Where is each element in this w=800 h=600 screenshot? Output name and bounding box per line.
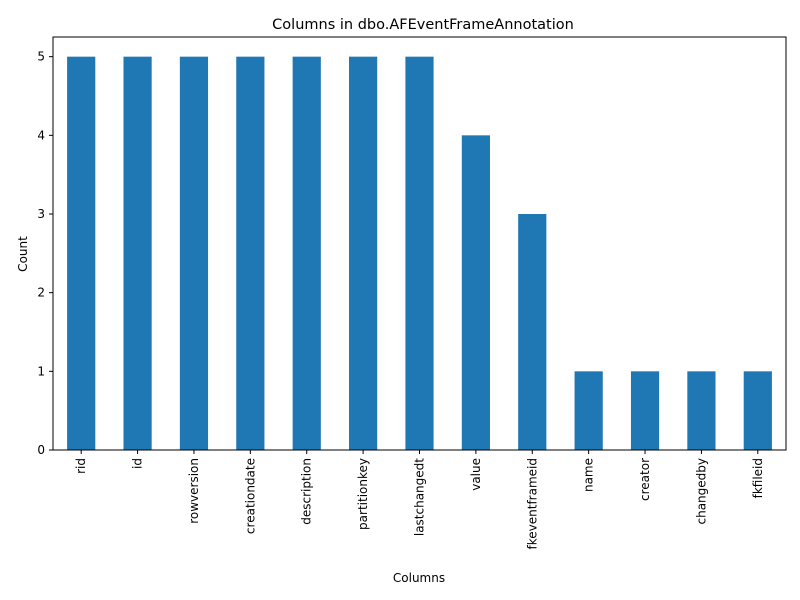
x-tick-label: fkeventframeid xyxy=(525,458,539,549)
bar-name xyxy=(574,371,603,450)
bar-rowversion xyxy=(179,56,209,451)
bar-changedby xyxy=(687,371,716,450)
bar-description xyxy=(292,56,321,451)
y-tick-label: 5 xyxy=(37,50,45,64)
x-tick-label: id xyxy=(131,458,145,469)
plot-frame xyxy=(52,36,787,451)
x-tick-label: rid xyxy=(74,458,88,474)
bar-rid xyxy=(67,56,96,451)
y-tick-label: 3 xyxy=(37,207,45,221)
y-axis-label: Count xyxy=(16,236,30,272)
bar-id xyxy=(123,56,152,451)
y-tick-label: 1 xyxy=(37,364,45,378)
bar-partitionkey xyxy=(349,56,378,451)
x-tick-label: rowversion xyxy=(187,458,201,524)
x-tick-label: value xyxy=(469,458,483,491)
bar-value xyxy=(461,135,490,451)
bar-creationdate xyxy=(236,56,265,451)
y-axis-ticks: 0 1 2 3 4 5 xyxy=(37,50,53,457)
x-tick-label: changedby xyxy=(694,458,708,525)
x-tick-label: creationdate xyxy=(243,458,257,534)
bar-fkeventframeid xyxy=(518,214,547,450)
x-axis-label: Columns xyxy=(393,571,445,585)
x-tick-label: creator xyxy=(638,458,652,501)
y-tick-label: 0 xyxy=(37,443,45,457)
bar-fkfileid xyxy=(743,371,772,450)
chart-title: Columns in dbo.AFEventFrameAnnotation xyxy=(272,17,574,33)
y-tick-label: 2 xyxy=(37,286,45,300)
x-tick-label: fkfileid xyxy=(751,458,765,498)
y-tick-label: 4 xyxy=(37,128,45,142)
x-tick-label: name xyxy=(582,458,596,492)
bars-group xyxy=(67,56,772,451)
x-tick-label: description xyxy=(300,458,314,525)
x-axis-ticks: rid id rowversion creationdate description pa… xyxy=(74,450,765,549)
x-tick-label: lastchangedt xyxy=(413,458,427,536)
bar-creator xyxy=(630,371,660,450)
x-tick-label: partitionkey xyxy=(356,458,370,530)
bar-lastchangedt xyxy=(405,56,434,451)
